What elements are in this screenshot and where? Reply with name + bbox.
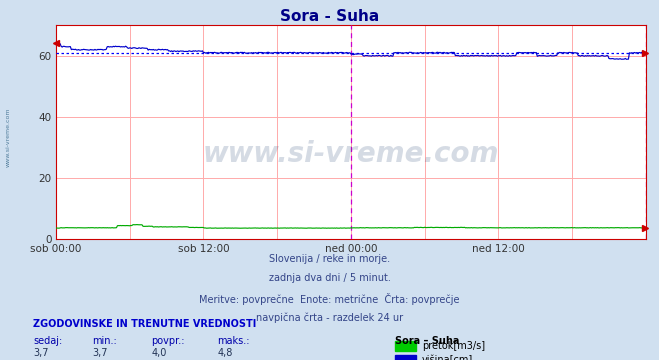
- Text: sedaj:: sedaj:: [33, 336, 62, 346]
- Text: 4,0: 4,0: [152, 348, 167, 358]
- Text: Meritve: povprečne  Enote: metrične  Črta: povprečje: Meritve: povprečne Enote: metrične Črta:…: [199, 293, 460, 305]
- Text: Sora – Suha: Sora – Suha: [395, 336, 460, 346]
- Text: zadnja dva dni / 5 minut.: zadnja dva dni / 5 minut.: [269, 273, 390, 283]
- Text: 4,8: 4,8: [217, 348, 233, 358]
- Text: 3,7: 3,7: [33, 348, 49, 358]
- Text: navpična črta - razdelek 24 ur: navpična črta - razdelek 24 ur: [256, 312, 403, 323]
- Text: povpr.:: povpr.:: [152, 336, 185, 346]
- Text: ZGODOVINSKE IN TRENUTNE VREDNOSTI: ZGODOVINSKE IN TRENUTNE VREDNOSTI: [33, 319, 256, 329]
- Text: www.si-vreme.com: www.si-vreme.com: [203, 140, 499, 168]
- Text: Slovenija / reke in morje.: Slovenija / reke in morje.: [269, 254, 390, 264]
- Text: min.:: min.:: [92, 336, 117, 346]
- Text: www.si-vreme.com: www.si-vreme.com: [5, 107, 11, 167]
- Text: 3,7: 3,7: [92, 348, 108, 358]
- Text: pretok[m3/s]: pretok[m3/s]: [422, 341, 485, 351]
- Text: maks.:: maks.:: [217, 336, 250, 346]
- Text: Sora - Suha: Sora - Suha: [280, 9, 379, 24]
- Text: višina[cm]: višina[cm]: [422, 355, 473, 360]
